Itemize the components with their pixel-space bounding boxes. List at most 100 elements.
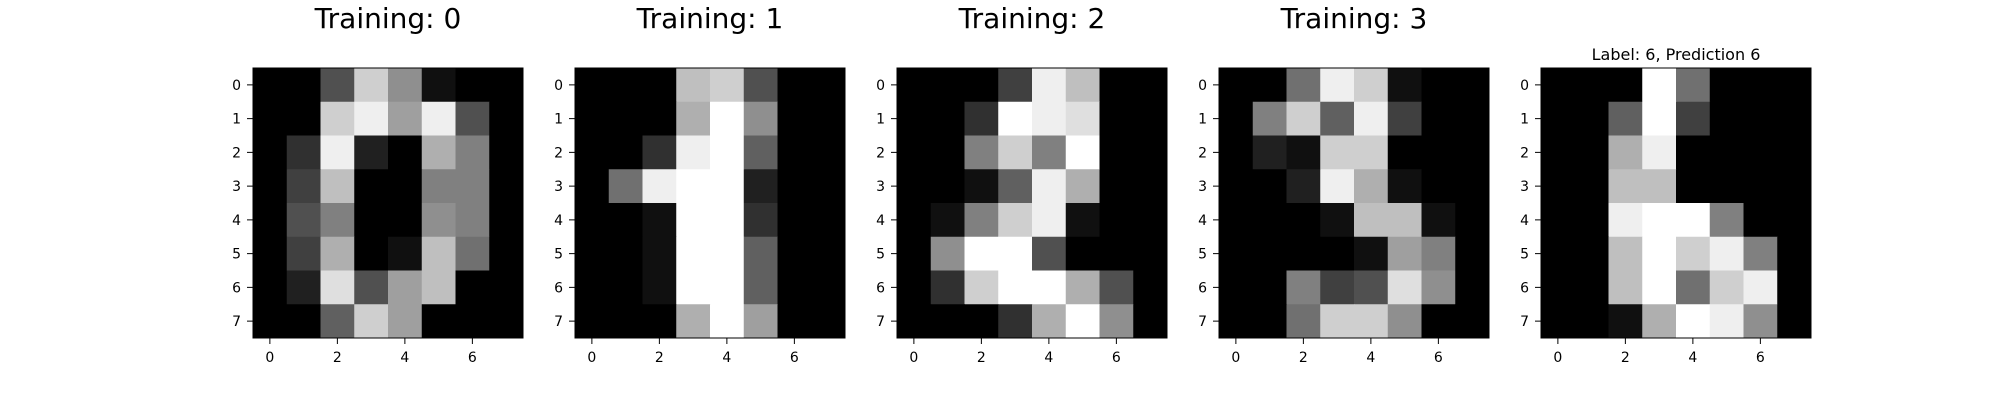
- heatmap-cell: [1743, 68, 1778, 103]
- heatmap-cell: [575, 236, 610, 271]
- heatmap-cell: [1455, 270, 1490, 305]
- heatmap-cell: [1642, 169, 1677, 204]
- heatmap-cell: [1133, 270, 1168, 305]
- heatmap-cell: [1676, 304, 1711, 339]
- heatmap-cell: [575, 135, 610, 170]
- y-tick-label: 2: [876, 145, 885, 161]
- heatmap-cell: [1642, 270, 1677, 305]
- heatmap-cell: [1252, 236, 1287, 271]
- y-tick-label: 7: [232, 314, 241, 330]
- heatmap-cell: [1421, 68, 1456, 103]
- heatmap-cell: [1421, 203, 1456, 238]
- heatmap-cell: [1608, 135, 1643, 170]
- heatmap-cell: [253, 68, 288, 103]
- heatmap-cell: [1642, 68, 1677, 103]
- heatmap-cell: [1133, 203, 1168, 238]
- heatmap-cell: [930, 203, 965, 238]
- heatmap-cell: [642, 169, 677, 204]
- heatmap-cell: [489, 236, 524, 271]
- heatmap-cell: [320, 135, 355, 170]
- x-tick-label: 4: [722, 350, 731, 366]
- heatmap-cell: [811, 270, 846, 305]
- heatmap-cell: [286, 101, 321, 136]
- heatmap-cell: [1743, 236, 1778, 271]
- heatmap-cell: [1541, 203, 1576, 238]
- heatmap-cell: [1320, 203, 1355, 238]
- heatmap-cell: [1032, 169, 1067, 204]
- heatmap-cell: [1421, 270, 1456, 305]
- heatmap-cell: [930, 101, 965, 136]
- heatmap-cell: [964, 68, 999, 103]
- x-tick-label: 4: [400, 350, 409, 366]
- y-tick-label: 7: [876, 314, 885, 330]
- heatmap-cell: [608, 203, 643, 238]
- heatmap-cell: [642, 304, 677, 339]
- y-tick-label: 6: [876, 280, 885, 296]
- y-tick-label: 1: [232, 112, 241, 128]
- heatmap-cell: [964, 135, 999, 170]
- heatmap-cell: [964, 236, 999, 271]
- heatmap-cell: [421, 169, 456, 204]
- heatmap-cell: [1099, 101, 1134, 136]
- heatmap-cell: [1777, 304, 1812, 339]
- heatmap-cell: [1608, 304, 1643, 339]
- axes-frame: [252, 67, 524, 339]
- heatmap-cell: [1709, 135, 1744, 170]
- heatmap-cell: [710, 169, 745, 204]
- subplot-4: Label: 6, Prediction 6 0 1 2 3 4 5 6 7 0 2 4 6: [1520, 45, 1812, 366]
- heatmap-cell: [1354, 236, 1389, 271]
- y-tick-label: 5: [876, 247, 885, 263]
- heatmap-cell: [1777, 101, 1812, 136]
- heatmap-cell: [1541, 236, 1576, 271]
- heatmap-cell: [1032, 304, 1067, 339]
- heatmap-cell: [710, 101, 745, 136]
- heatmap-cell: [930, 270, 965, 305]
- heatmap-cell: [743, 135, 778, 170]
- heatmap-cell: [710, 203, 745, 238]
- heatmap-cell: [1219, 236, 1254, 271]
- heatmap-cell: [253, 236, 288, 271]
- axes-frame: [1540, 67, 1812, 339]
- heatmap-cell: [1219, 135, 1254, 170]
- heatmap-cell: [320, 68, 355, 103]
- heatmap-cell: [1252, 135, 1287, 170]
- heatmap-cell: [320, 203, 355, 238]
- heatmap-cell: [710, 236, 745, 271]
- heatmap-cell: [253, 203, 288, 238]
- heatmap-cell: [1286, 270, 1321, 305]
- heatmap-cell: [811, 236, 846, 271]
- heatmap-cell: [1099, 169, 1134, 204]
- heatmap-cell: [286, 304, 321, 339]
- heatmap-cell: [489, 68, 524, 103]
- y-tick-label: 1: [1198, 112, 1207, 128]
- heatmap-cell: [676, 270, 711, 305]
- heatmap-cell: [1387, 135, 1422, 170]
- heatmap-cell: [388, 304, 423, 339]
- subplot-title: Training: 2: [958, 2, 1106, 35]
- y-tick-label: 6: [1520, 280, 1529, 296]
- x-tick-label: 6: [1112, 350, 1121, 366]
- axes-frame: [574, 67, 846, 339]
- x-tick-label: 4: [1044, 350, 1053, 366]
- heatmap-cell: [1777, 169, 1812, 204]
- heatmap-cell: [777, 270, 812, 305]
- x-tick-label: 0: [265, 350, 274, 366]
- heatmap-cell: [676, 68, 711, 103]
- heatmap-cell: [998, 135, 1033, 170]
- heatmap-cell: [421, 203, 456, 238]
- heatmap-cell: [743, 236, 778, 271]
- heatmap-cell: [1574, 101, 1609, 136]
- heatmap-cell: [1133, 236, 1168, 271]
- subplot-3: Training: 3 0 1 2 3 4 5 6 7 0 2 4 6: [1198, 2, 1490, 366]
- y-tick-label: 0: [1198, 78, 1207, 94]
- heatmap-cell: [286, 68, 321, 103]
- heatmap-cell: [998, 101, 1033, 136]
- heatmap-cell: [1032, 203, 1067, 238]
- heatmap-cell: [1777, 270, 1812, 305]
- y-tick-label: 4: [232, 213, 241, 229]
- heatmap-cell: [930, 236, 965, 271]
- heatmap-cell: [811, 135, 846, 170]
- y-tick-label: 0: [232, 78, 241, 94]
- heatmap-cell: [1709, 236, 1744, 271]
- y-tick-label: 6: [554, 280, 563, 296]
